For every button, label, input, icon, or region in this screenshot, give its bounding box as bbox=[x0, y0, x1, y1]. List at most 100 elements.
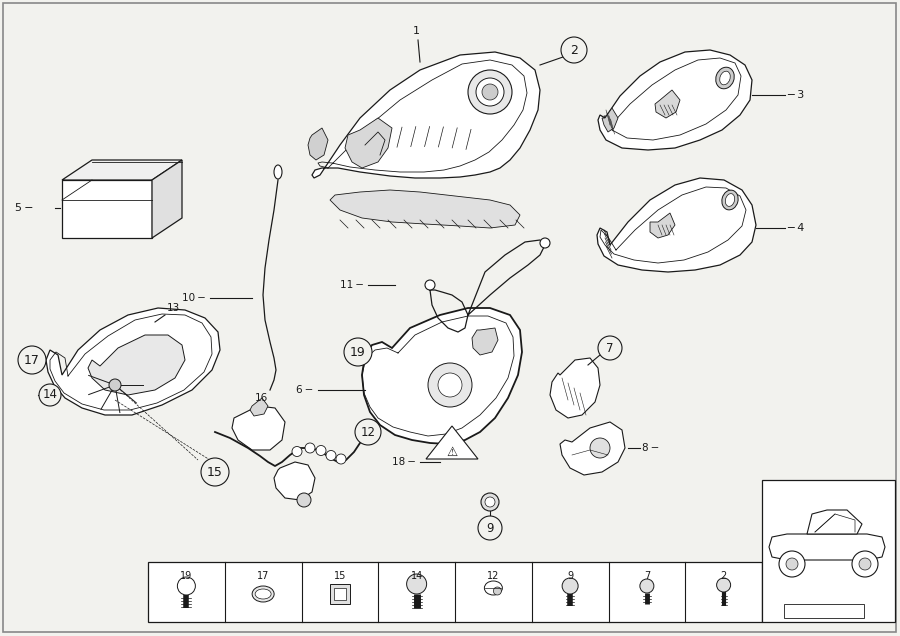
Polygon shape bbox=[655, 90, 680, 118]
Circle shape bbox=[109, 379, 121, 391]
Text: ⚠: ⚠ bbox=[446, 445, 457, 459]
Text: 7: 7 bbox=[644, 571, 650, 581]
Text: ─ 4: ─ 4 bbox=[787, 223, 805, 233]
Circle shape bbox=[355, 419, 381, 445]
Ellipse shape bbox=[255, 589, 271, 599]
Text: 6 ─: 6 ─ bbox=[296, 385, 312, 395]
Polygon shape bbox=[46, 308, 220, 415]
Text: 1: 1 bbox=[412, 26, 419, 36]
Polygon shape bbox=[330, 190, 520, 228]
Circle shape bbox=[786, 558, 798, 570]
Circle shape bbox=[779, 551, 805, 577]
Text: 15: 15 bbox=[207, 466, 223, 478]
Polygon shape bbox=[232, 406, 285, 450]
Polygon shape bbox=[274, 462, 315, 500]
Text: 9: 9 bbox=[567, 571, 573, 581]
Ellipse shape bbox=[720, 71, 730, 85]
Polygon shape bbox=[345, 118, 392, 168]
Circle shape bbox=[476, 78, 504, 106]
Circle shape bbox=[468, 70, 512, 114]
Text: 16: 16 bbox=[255, 393, 268, 403]
Circle shape bbox=[336, 454, 346, 464]
Text: 19: 19 bbox=[180, 571, 193, 581]
Circle shape bbox=[493, 587, 501, 595]
Text: 17: 17 bbox=[256, 571, 269, 581]
Polygon shape bbox=[426, 426, 478, 459]
Text: 2: 2 bbox=[570, 43, 578, 57]
Bar bbox=[330, 584, 350, 604]
Circle shape bbox=[598, 336, 622, 360]
Bar bbox=[762, 480, 895, 622]
Circle shape bbox=[478, 516, 502, 540]
Bar bbox=[148, 562, 762, 622]
Ellipse shape bbox=[716, 67, 734, 89]
Text: 15: 15 bbox=[334, 571, 346, 581]
Text: 2: 2 bbox=[721, 571, 727, 581]
Text: 10 ─: 10 ─ bbox=[183, 293, 205, 303]
Text: 7: 7 bbox=[607, 342, 614, 354]
Polygon shape bbox=[312, 52, 540, 178]
Text: ─ 3: ─ 3 bbox=[787, 90, 805, 100]
Circle shape bbox=[326, 450, 336, 460]
Text: 9: 9 bbox=[486, 522, 494, 534]
Circle shape bbox=[297, 493, 311, 507]
Polygon shape bbox=[650, 213, 675, 238]
Circle shape bbox=[177, 577, 195, 595]
Circle shape bbox=[561, 37, 587, 63]
Text: 14: 14 bbox=[410, 571, 423, 581]
Circle shape bbox=[590, 438, 610, 458]
Circle shape bbox=[292, 446, 302, 457]
Circle shape bbox=[425, 280, 435, 290]
Circle shape bbox=[39, 384, 61, 406]
Circle shape bbox=[852, 551, 878, 577]
Circle shape bbox=[481, 493, 499, 511]
Polygon shape bbox=[602, 108, 618, 132]
Bar bbox=[784, 604, 864, 618]
Circle shape bbox=[316, 445, 326, 455]
Circle shape bbox=[716, 578, 731, 592]
Ellipse shape bbox=[722, 190, 738, 210]
Polygon shape bbox=[597, 178, 756, 272]
Ellipse shape bbox=[725, 193, 734, 207]
Polygon shape bbox=[472, 328, 498, 355]
Circle shape bbox=[438, 373, 462, 397]
Ellipse shape bbox=[484, 581, 502, 595]
Text: 5 ─: 5 ─ bbox=[15, 203, 32, 213]
Ellipse shape bbox=[274, 165, 282, 179]
Circle shape bbox=[540, 238, 550, 248]
Polygon shape bbox=[152, 160, 182, 238]
Text: 14: 14 bbox=[42, 389, 58, 401]
Polygon shape bbox=[62, 180, 152, 238]
Text: 11 ─: 11 ─ bbox=[340, 280, 363, 290]
Circle shape bbox=[344, 338, 372, 366]
Circle shape bbox=[407, 574, 427, 594]
Polygon shape bbox=[250, 398, 268, 416]
Text: 19: 19 bbox=[350, 345, 366, 359]
Circle shape bbox=[485, 497, 495, 507]
Circle shape bbox=[562, 578, 578, 594]
Ellipse shape bbox=[252, 586, 274, 602]
Text: 00167881: 00167881 bbox=[801, 607, 847, 616]
Text: 12: 12 bbox=[361, 425, 375, 438]
Circle shape bbox=[18, 346, 46, 374]
Text: 18 ─: 18 ─ bbox=[392, 457, 415, 467]
Text: 8 ─: 8 ─ bbox=[642, 443, 658, 453]
Polygon shape bbox=[598, 50, 752, 150]
Text: 13: 13 bbox=[167, 303, 180, 313]
Polygon shape bbox=[769, 534, 885, 560]
Polygon shape bbox=[62, 160, 182, 180]
Polygon shape bbox=[88, 335, 185, 395]
Polygon shape bbox=[560, 422, 625, 475]
Text: 12: 12 bbox=[487, 571, 500, 581]
Circle shape bbox=[640, 579, 654, 593]
Bar bbox=[334, 588, 346, 600]
Circle shape bbox=[428, 363, 472, 407]
Polygon shape bbox=[362, 308, 522, 444]
Text: 17: 17 bbox=[24, 354, 40, 366]
Circle shape bbox=[305, 443, 315, 453]
Polygon shape bbox=[550, 358, 600, 418]
Circle shape bbox=[482, 84, 498, 100]
Circle shape bbox=[201, 458, 229, 486]
Polygon shape bbox=[807, 510, 862, 534]
Circle shape bbox=[859, 558, 871, 570]
